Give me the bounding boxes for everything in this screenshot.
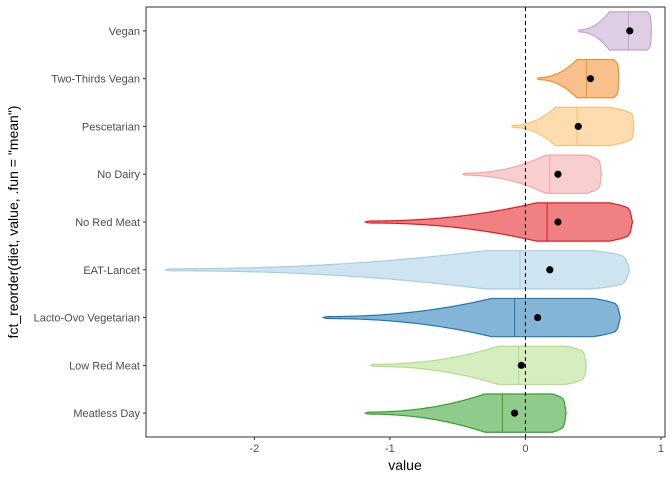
violins-group [164,11,653,433]
violin-low-red-meat [369,345,588,386]
violin-lacto-ovo-vegetarian [321,297,621,338]
violin-eat-lancet [164,250,631,290]
violin-vegan [577,11,653,51]
x-tick-label-2: 0 [522,443,528,455]
mean-point-vegan [626,27,634,35]
mean-point-two-thirds-vegan [586,75,595,83]
y-tick-label-pescetarian: Pescetarian [82,121,140,133]
x-tick-label-3: 1 [658,443,664,455]
mean-point-pescetarian [574,122,582,131]
y-tick-label-lacto-ovo-vegetarian: Lacto-Ovo Vegetarian [34,313,140,325]
x-axis-title: value [388,457,422,473]
mean-point-low-red-meat [517,361,525,369]
violin-no-red-meat [363,202,634,242]
mean-point-eat-lancet [546,266,554,274]
x-tick-label-1: -1 [385,443,395,455]
x-axis: -2 -1 0 1 [250,437,664,455]
x-tick-label-0: -2 [250,443,260,455]
means-group [510,27,634,417]
y-tick-label-meatless-day: Meatless Day [73,408,140,420]
mean-point-no-red-meat [554,218,562,226]
y-tick-label-vegan: Vegan [109,26,140,38]
violin-no-dairy [462,154,602,194]
y-axis-title: fct_reorder(diet, value, .fun = "mean") [5,106,21,339]
y-tick-label-no-red-meat: No Red Meat [75,217,140,229]
y-axis: Vegan Two-Thirds Vegan Pescetarian No Dairy… [34,26,146,420]
mean-point-lacto-ovo-vegetarian [534,313,542,322]
y-tick-label-eat-lancet: EAT-Lancet [83,265,140,277]
mean-point-no-dairy [554,170,562,178]
y-tick-label-low-red-meat: Low Red Meat [69,360,140,372]
violin-pescetarian [510,106,635,147]
y-tick-label-no-dairy: No Dairy [97,169,140,181]
violin-meatless-day [364,393,567,433]
violin-two-thirds-vegan [536,58,620,99]
y-tick-label-two-thirds-vegan: Two-Thirds Vegan [51,74,140,86]
mean-point-meatless-day [510,409,519,417]
